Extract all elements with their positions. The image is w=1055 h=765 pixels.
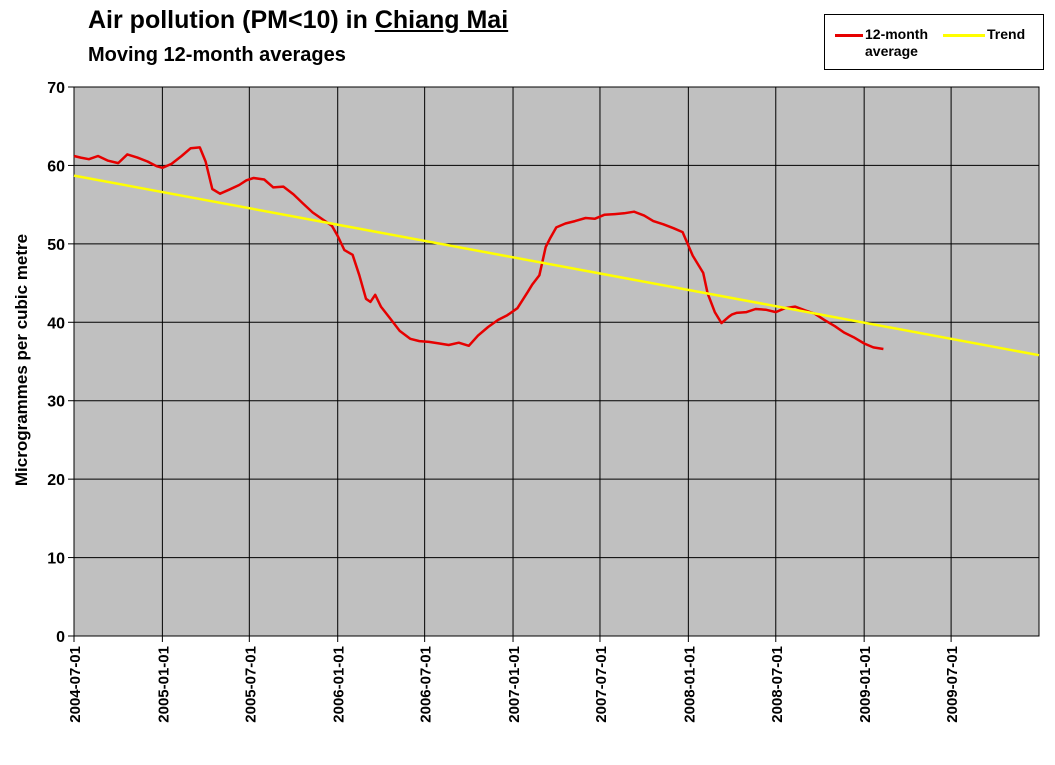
series-line-12-month-average — [73, 146, 884, 351]
x-tick-label: 2005-01-01 — [155, 646, 172, 723]
y-tick-label: 40 — [47, 315, 65, 332]
chart-title-prefix: Air pollution (PM<10) in — [88, 6, 368, 34]
x-tick-label: 2007-01-01 — [506, 646, 523, 723]
plot-area — [74, 87, 1039, 636]
y-tick-label: 60 — [47, 158, 65, 175]
legend-swatch-trend — [943, 34, 985, 37]
x-tick-label: 2005-07-01 — [242, 646, 259, 723]
x-tick-label: 2009-01-01 — [857, 646, 874, 723]
chart-title-city: Chiang Mai — [374, 6, 509, 34]
x-tick-label: 2008-01-01 — [681, 646, 698, 723]
x-tick-label: 2004-07-01 — [67, 646, 84, 723]
y-tick-label: 10 — [47, 551, 65, 568]
y-tick-label: 30 — [47, 394, 65, 411]
plot-border — [73, 86, 1040, 637]
x-tick-label: 2006-01-01 — [331, 646, 348, 723]
y-tick-label: 50 — [47, 237, 65, 254]
legend-label-trend: Trend — [987, 26, 1026, 42]
legend-swatch-average — [835, 34, 863, 37]
chart-title: Air pollution (PM<10) in Chiang Mai — [88, 6, 508, 35]
y-tick-label: 70 — [47, 80, 65, 97]
chart-subtitle: Moving 12-month averages — [88, 44, 346, 66]
x-tick-label: 2007-07-01 — [593, 646, 610, 723]
y-tick-label: 0 — [56, 629, 65, 646]
legend: 12-month average Trend — [824, 14, 1044, 70]
series-line-trend — [73, 174, 1040, 357]
x-tick-label: 2008-07-01 — [769, 646, 786, 723]
x-tick-label: 2009-07-01 — [944, 646, 961, 723]
x-tick-label: 2006-07-01 — [418, 646, 435, 723]
y-tick-label: 20 — [47, 472, 65, 489]
legend-label-average: 12-month average — [865, 26, 928, 59]
